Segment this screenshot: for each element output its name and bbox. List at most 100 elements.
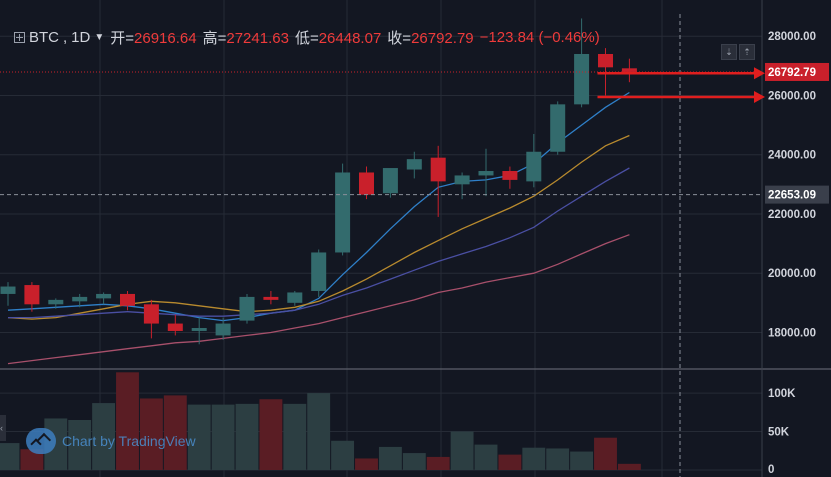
volume-bar — [92, 403, 116, 470]
volume-bar — [235, 403, 259, 470]
volume-bar — [546, 448, 570, 470]
candle-body — [143, 304, 159, 324]
candle-body — [335, 172, 351, 253]
volume-bar — [187, 404, 211, 470]
red-arrow-head — [754, 67, 765, 80]
change-value: −123.84 (−0.46%) — [479, 28, 600, 46]
price-tick-label: 18000.00 — [768, 327, 816, 339]
legend-header: BTC, 1D ▼ 开=26916.64 高=27241.63 低=26448.… — [0, 26, 600, 48]
candlestick-series — [0, 18, 637, 345]
volume-tick-label: 100K — [768, 388, 796, 400]
candle-body — [72, 296, 88, 302]
candle-body — [287, 292, 303, 303]
volume-bar — [307, 393, 331, 470]
candle-body — [454, 175, 470, 185]
crosshair-price-badge — [765, 185, 829, 204]
price-axis: 28000.00 26000.00 24000.00 22000.00 20000.00… — [765, 31, 829, 476]
volume-bar — [450, 431, 474, 470]
volume-bar — [211, 404, 235, 470]
legend-buttons: ⇣ ⇡ — [721, 44, 755, 60]
low-value: 26448.07 — [318, 29, 382, 47]
volume-bar — [0, 443, 20, 470]
symbol-name: BTC — [29, 28, 59, 46]
price-tick-label: 24000.00 — [768, 150, 816, 162]
candle-body — [24, 285, 40, 305]
scroll-down-icon[interactable]: ⇣ — [721, 44, 737, 60]
volume-tick-label: 0 — [768, 464, 774, 476]
candle-body — [502, 171, 518, 180]
price-tick-label: 28000.00 — [768, 31, 816, 43]
volume-bar — [426, 456, 450, 470]
candle-body — [598, 53, 613, 68]
add-symbol-icon[interactable] — [14, 31, 25, 43]
candle-body — [430, 157, 446, 182]
tradingview-cloud-icon — [26, 428, 56, 454]
scroll-up-icon[interactable]: ⇡ — [739, 44, 755, 60]
candle-body — [120, 293, 135, 306]
volume-bar — [283, 403, 307, 470]
candle-body — [406, 159, 422, 170]
volume-bar — [68, 420, 92, 470]
candle-body — [550, 104, 566, 152]
last-price-label: 26792.79 — [768, 67, 816, 79]
candle-body — [0, 286, 16, 294]
candle-body — [574, 53, 590, 105]
candle-body — [167, 323, 183, 331]
red-arrow-head — [754, 90, 765, 103]
candle-body — [48, 299, 64, 305]
volume-bar — [617, 463, 641, 470]
last-price-badge — [765, 62, 829, 81]
price-tick-label: 22000.00 — [768, 209, 816, 221]
moving-average-line — [7, 234, 630, 365]
volume-bar — [116, 372, 139, 470]
volume-bar — [139, 398, 163, 470]
volume-bar — [594, 437, 617, 470]
close-value: 26792.79 — [411, 29, 474, 47]
crosshair-price-label: 22653.09 — [768, 190, 816, 202]
open-value: 26916.64 — [134, 29, 197, 47]
candle-body — [621, 68, 637, 72]
chevron-down-icon[interactable]: ▼ — [94, 31, 105, 43]
moving-average-line — [8, 167, 630, 319]
candle-body — [478, 171, 494, 176]
candle-body — [526, 151, 542, 182]
interval-label: 1D — [71, 28, 91, 46]
candle-body — [311, 252, 327, 291]
high-label: 高= — [202, 29, 227, 47]
volume-bar — [474, 444, 498, 470]
moving-average-lines — [7, 91, 630, 365]
moving-average-line — [7, 91, 630, 322]
volume-bar — [498, 454, 522, 470]
candle-body — [215, 323, 231, 336]
volume-bar — [20, 449, 44, 470]
collapse-panel-icon[interactable]: ‹ — [0, 415, 6, 441]
high-value: 27241.63 — [226, 29, 289, 47]
candle-body — [359, 172, 374, 195]
price-tick-label: 20000.00 — [768, 268, 816, 280]
watermark-text: Chart by TradingView — [62, 433, 196, 449]
close-label: 收= — [387, 29, 412, 47]
volume-bar — [402, 453, 426, 470]
volume-bar — [355, 458, 378, 470]
volume-bar — [259, 399, 283, 470]
volume-bar — [163, 395, 187, 470]
candle-body — [191, 328, 207, 331]
annotation-overlay — [0, 67, 765, 196]
moving-average-line — [7, 134, 630, 320]
candle-body — [263, 296, 279, 300]
candle-body — [96, 293, 112, 299]
price-tick-label: 26000.00 — [768, 90, 816, 102]
candle-body — [382, 168, 398, 194]
candle-body — [239, 296, 255, 321]
volume-bar — [331, 440, 355, 470]
volume-tick-label: 50K — [768, 427, 790, 439]
volume-bar — [378, 446, 402, 470]
symbol-selector[interactable]: BTC, 1D ▼ — [14, 29, 104, 46]
volume-bar — [570, 451, 594, 470]
volume-bars — [0, 372, 641, 470]
low-label: 低= — [294, 29, 319, 47]
volume-bar — [522, 447, 546, 470]
tradingview-watermark[interactable]: Chart by TradingView — [26, 428, 196, 454]
